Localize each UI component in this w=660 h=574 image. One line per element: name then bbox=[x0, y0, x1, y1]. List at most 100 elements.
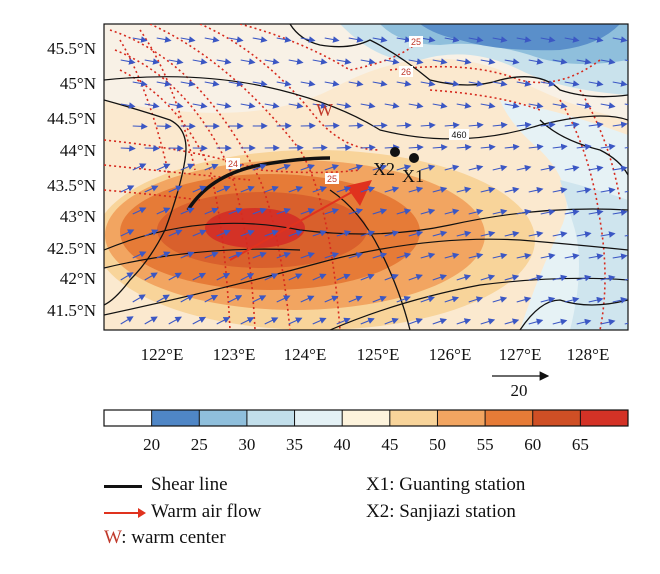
wind-vector-arrow bbox=[612, 121, 628, 129]
wind-vector-arrow bbox=[276, 295, 291, 303]
wind-vector-arrow bbox=[637, 82, 651, 85]
wind-vector-arrow bbox=[516, 164, 532, 172]
plot-frame bbox=[103, 23, 629, 331]
wind-vector-arrow bbox=[600, 274, 616, 282]
wind-vector-arrow bbox=[624, 278, 628, 281]
wind-vector-arrow bbox=[288, 317, 303, 325]
latitude-label: 43.5°N bbox=[47, 176, 96, 195]
wind-vector-arrow bbox=[432, 274, 448, 281]
wind-vector-arrow bbox=[252, 251, 267, 259]
wind-vector-arrow bbox=[492, 208, 508, 216]
contour-label-upper-26: 26 bbox=[401, 67, 411, 77]
wind-vector-arrow bbox=[552, 143, 568, 151]
wind-vector-arrow bbox=[612, 253, 628, 260]
wind-vector-arrow bbox=[564, 80, 580, 87]
wind-vector-arrow bbox=[324, 208, 340, 215]
wind-vector-arrow bbox=[228, 295, 243, 303]
wind-vector-arrow bbox=[168, 58, 184, 65]
wind-vector-arrow bbox=[144, 185, 159, 193]
wind-vector-arrow bbox=[504, 230, 520, 238]
wind-vector-arrow bbox=[204, 80, 220, 87]
wind-vector-arrow bbox=[252, 295, 267, 303]
wind-vector-arrow bbox=[360, 102, 376, 109]
wind-vector-arrow bbox=[168, 272, 182, 281]
wind-vector-arrow bbox=[468, 252, 484, 260]
wind-vector-arrow bbox=[300, 295, 315, 303]
wind-vector-arrow bbox=[624, 146, 628, 149]
wind-vector-arrow bbox=[420, 208, 436, 215]
wind-vector-arrow bbox=[252, 207, 267, 215]
colorbar-tick-label: 50 bbox=[429, 435, 446, 454]
wind-vector-arrow bbox=[168, 185, 183, 193]
wind-vector-arrow bbox=[180, 80, 196, 87]
wind-vector-arrow bbox=[384, 186, 400, 193]
wind-vector-arrow bbox=[120, 185, 135, 193]
wind-vector-arrow bbox=[480, 143, 496, 151]
wind-vector-arrow bbox=[624, 322, 628, 325]
wind-vector-arrow bbox=[120, 58, 136, 65]
wind-vector-arrow bbox=[444, 164, 460, 171]
wind-vector-arrow bbox=[324, 252, 340, 259]
longitude-label: 124°E bbox=[284, 345, 327, 364]
wind-vector-arrow bbox=[360, 144, 376, 151]
wind-vector-arrow bbox=[624, 103, 628, 106]
latitude-labels: 45.5°N 45°N 44.5°N 44°N 43.5°N 43°N 42.5°N 42°N… bbox=[47, 39, 96, 320]
wind-vector-arrow bbox=[456, 274, 472, 281]
wind-vector-arrow bbox=[576, 102, 592, 109]
wind-vector-arrow bbox=[624, 234, 628, 237]
wind-vector-arrow bbox=[324, 36, 340, 43]
wind-vector-arrow bbox=[480, 58, 496, 65]
wind-vector-arrow bbox=[132, 80, 148, 87]
wind-vector-arrow bbox=[456, 143, 472, 151]
wind-vector-arrow bbox=[432, 102, 448, 109]
wind-vector-arrow bbox=[444, 36, 460, 43]
wind-vector-arrow bbox=[492, 296, 508, 303]
wind-vector-arrow bbox=[588, 80, 604, 87]
wind-vector-arrow bbox=[468, 36, 484, 43]
wind-vector-arrow bbox=[552, 318, 568, 326]
wind-vector-arrow bbox=[144, 102, 160, 109]
wind-vector-arrow bbox=[468, 80, 484, 87]
wind-vector-arrow bbox=[204, 294, 219, 303]
colorbar-segment bbox=[151, 410, 200, 426]
wind-vector-arrow bbox=[132, 251, 147, 259]
wind-vector-arrow bbox=[588, 296, 604, 304]
wind-vector-arrow bbox=[456, 318, 472, 325]
wind-vector-arrow bbox=[456, 230, 472, 238]
wind-vector-arrow bbox=[168, 102, 184, 109]
wind-vector-arrow bbox=[396, 295, 411, 303]
wind-vector-arrow bbox=[384, 102, 400, 109]
wind-vector-arrow bbox=[504, 318, 520, 325]
wind-vector-arrow bbox=[300, 252, 315, 259]
wind-vector-arrow bbox=[120, 145, 136, 152]
wind-vector-arrow bbox=[204, 251, 219, 259]
longitude-labels: 122°E 123°E 124°E 125°E 126°E 127°E 128°E bbox=[141, 345, 610, 364]
wind-vector-arrow bbox=[264, 185, 279, 193]
wind-vector-arrow bbox=[420, 122, 436, 129]
wind-vector-arrow bbox=[276, 163, 291, 171]
wind-vector-arrow bbox=[312, 317, 327, 325]
wind-vector-arrow bbox=[240, 317, 255, 325]
wind-vector-arrow bbox=[468, 121, 484, 129]
wind-vector-arrow bbox=[216, 102, 232, 109]
longitude-label: 125°E bbox=[357, 345, 400, 364]
latitude-label: 43°N bbox=[60, 207, 96, 226]
wind-vector-arrow bbox=[300, 80, 316, 87]
wind-vector-arrow bbox=[372, 252, 388, 259]
wind-vector-arrow bbox=[240, 273, 255, 281]
wind-vector-arrow bbox=[192, 58, 208, 65]
latitude-label: 44°N bbox=[60, 141, 96, 160]
wind-vector-arrow bbox=[576, 143, 592, 151]
wind-vector-arrow bbox=[540, 165, 556, 172]
wind-vector-arrow bbox=[600, 318, 616, 326]
wind-vector-arrow bbox=[144, 58, 160, 65]
wind-vector-arrow bbox=[612, 36, 628, 43]
wind-vector-arrow bbox=[132, 123, 148, 130]
wind-vector-arrow bbox=[252, 163, 267, 171]
wind-vector-arrow bbox=[348, 122, 364, 129]
warm-air-flow-legend-swatch bbox=[104, 508, 146, 518]
wind-vector-arrow bbox=[288, 273, 303, 281]
wind-vector-arrow bbox=[540, 80, 556, 87]
wind-vector-arrow bbox=[576, 187, 592, 194]
